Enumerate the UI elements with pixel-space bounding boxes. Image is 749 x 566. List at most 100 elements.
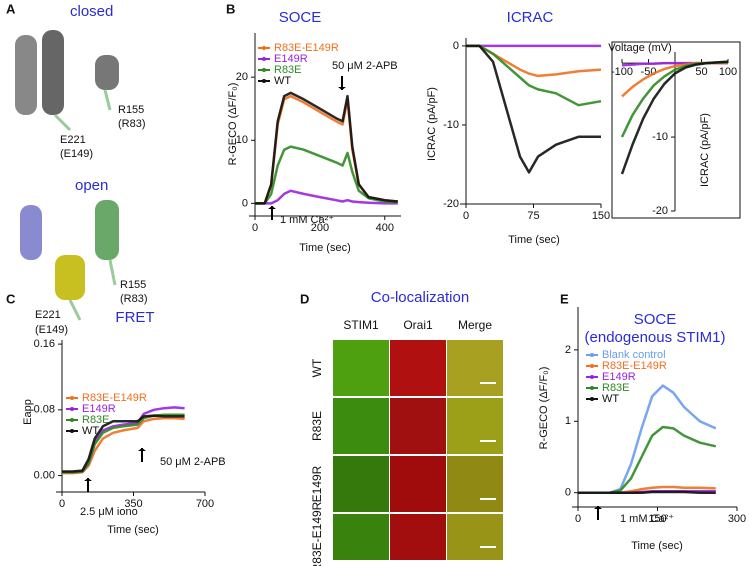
y-tick-label: -10	[652, 131, 668, 143]
x-tick-label: 300	[728, 513, 746, 525]
arrow-head	[594, 506, 602, 509]
y-axis-label: R-GECO (ΔF/F₀)	[227, 83, 239, 166]
panel-label: A	[6, 1, 16, 16]
data-line	[578, 490, 716, 494]
legend-marker	[262, 79, 266, 83]
row-label: R83E	[310, 411, 324, 441]
chart-title: SOCE	[634, 311, 677, 328]
panel-title: Co-localization	[371, 289, 469, 306]
residue-label: R155	[120, 279, 146, 291]
legend-marker	[590, 364, 594, 368]
legend-marker	[262, 68, 266, 72]
x-axis-label: Voltage (mV)	[608, 42, 672, 54]
y-tick-label: 0	[453, 40, 459, 52]
legend-label: R83E-E149R	[274, 42, 339, 54]
y-axis-label: R-GECO (ΔF/F₀)	[538, 367, 550, 450]
panel-label: D	[300, 291, 309, 306]
data-line	[255, 145, 398, 205]
x-tick-label: 150	[648, 513, 666, 525]
legend-marker	[70, 407, 74, 411]
legend-label: R83E	[274, 64, 302, 76]
x-tick-label: 0	[252, 222, 258, 234]
x-axis-label: Time (sec)	[299, 242, 351, 254]
annotation: 2.5 μM iono	[80, 506, 138, 518]
x-axis-label: Time (sec)	[508, 234, 560, 246]
residue-label: (E149)	[60, 148, 93, 160]
data-line	[620, 60, 729, 175]
residue-label: E221	[35, 309, 61, 321]
y-axis-label: Eapp	[22, 399, 34, 425]
legend-label: E149R	[274, 53, 308, 65]
chart-title: ICRAC	[507, 9, 554, 26]
legend-marker	[590, 353, 594, 357]
x-tick-label: 50	[695, 66, 707, 78]
data-line	[255, 189, 398, 205]
legend-label: R83E	[82, 414, 110, 426]
state-label: closed	[70, 3, 113, 20]
y-tick-label: 0	[242, 197, 248, 209]
row-label: E149R	[310, 465, 324, 502]
x-tick-label: 400	[376, 222, 394, 234]
annotation: 50 μM 2-APB	[332, 60, 398, 72]
legend-marker	[70, 418, 74, 422]
legend-marker	[70, 429, 74, 433]
annotation: 50 μM 2-APB	[160, 456, 226, 468]
arrow-head	[268, 206, 276, 209]
arrow-head	[84, 478, 92, 481]
residue-label: (E149)	[35, 324, 68, 336]
row-label: WT	[310, 358, 324, 377]
data-line	[578, 384, 717, 494]
legend-marker	[262, 57, 266, 61]
chart-title: FRET	[115, 309, 154, 326]
legend-marker	[590, 397, 594, 401]
residue-label: R155	[118, 104, 144, 116]
y-tick-label: 0.16	[34, 338, 55, 350]
panel-label: B	[226, 1, 235, 16]
arrow-head	[138, 448, 146, 451]
legend-label: R83E-E149R	[602, 360, 667, 372]
y-tick-label: 20	[236, 71, 248, 83]
y-tick-label: 2	[565, 344, 571, 356]
y-tick-label: -20	[652, 205, 668, 217]
panel-label: E	[560, 291, 569, 306]
structure-closed	[15, 30, 119, 132]
data-line	[466, 44, 602, 107]
x-axis-label: Time (sec)	[107, 524, 159, 536]
data-line	[62, 414, 185, 473]
y-tick-label: 0	[565, 487, 571, 499]
annotation: 1 mM Ca²⁺	[280, 214, 334, 226]
x-tick-label: 150	[592, 210, 610, 222]
chart-title: SOCE	[279, 9, 322, 26]
plot-frame	[611, 41, 741, 219]
microscopy-grid	[333, 340, 503, 560]
legend-label: WT	[82, 425, 99, 437]
legend-label: E149R	[602, 371, 636, 383]
x-tick-label: 350	[124, 498, 142, 510]
y-tick-label: -20	[443, 198, 459, 210]
x-tick-label: -100	[611, 66, 633, 78]
legend-label: R83E-E149R	[82, 392, 147, 404]
x-tick-label: 0	[463, 210, 469, 222]
legend-label: R83E	[602, 382, 630, 394]
y-tick-label: 10	[236, 134, 248, 146]
arrow-head	[338, 87, 346, 90]
residue-label: (R83)	[118, 118, 146, 130]
annotation: 1 mM Ca²⁺	[620, 513, 674, 525]
residue-label: (R83)	[120, 293, 148, 305]
column-label: STIM1	[343, 318, 379, 332]
legend-marker	[262, 46, 266, 50]
legend-marker	[590, 375, 594, 379]
x-tick-label: 100	[719, 66, 737, 78]
y-tick-label: 1	[565, 415, 571, 427]
y-axis-label: ICRAC (pA/pF)	[426, 87, 438, 161]
data-line	[578, 425, 717, 494]
x-tick-label: 200	[311, 222, 329, 234]
legend-marker	[590, 386, 594, 390]
column-label: Merge	[458, 318, 492, 332]
row-label: R83E-E149R	[310, 501, 324, 566]
column-label: Orai1	[403, 318, 433, 332]
legend-label: WT	[602, 393, 619, 405]
data-line	[466, 44, 601, 174]
chart-subtitle: (endogenous STIM1)	[585, 329, 726, 346]
